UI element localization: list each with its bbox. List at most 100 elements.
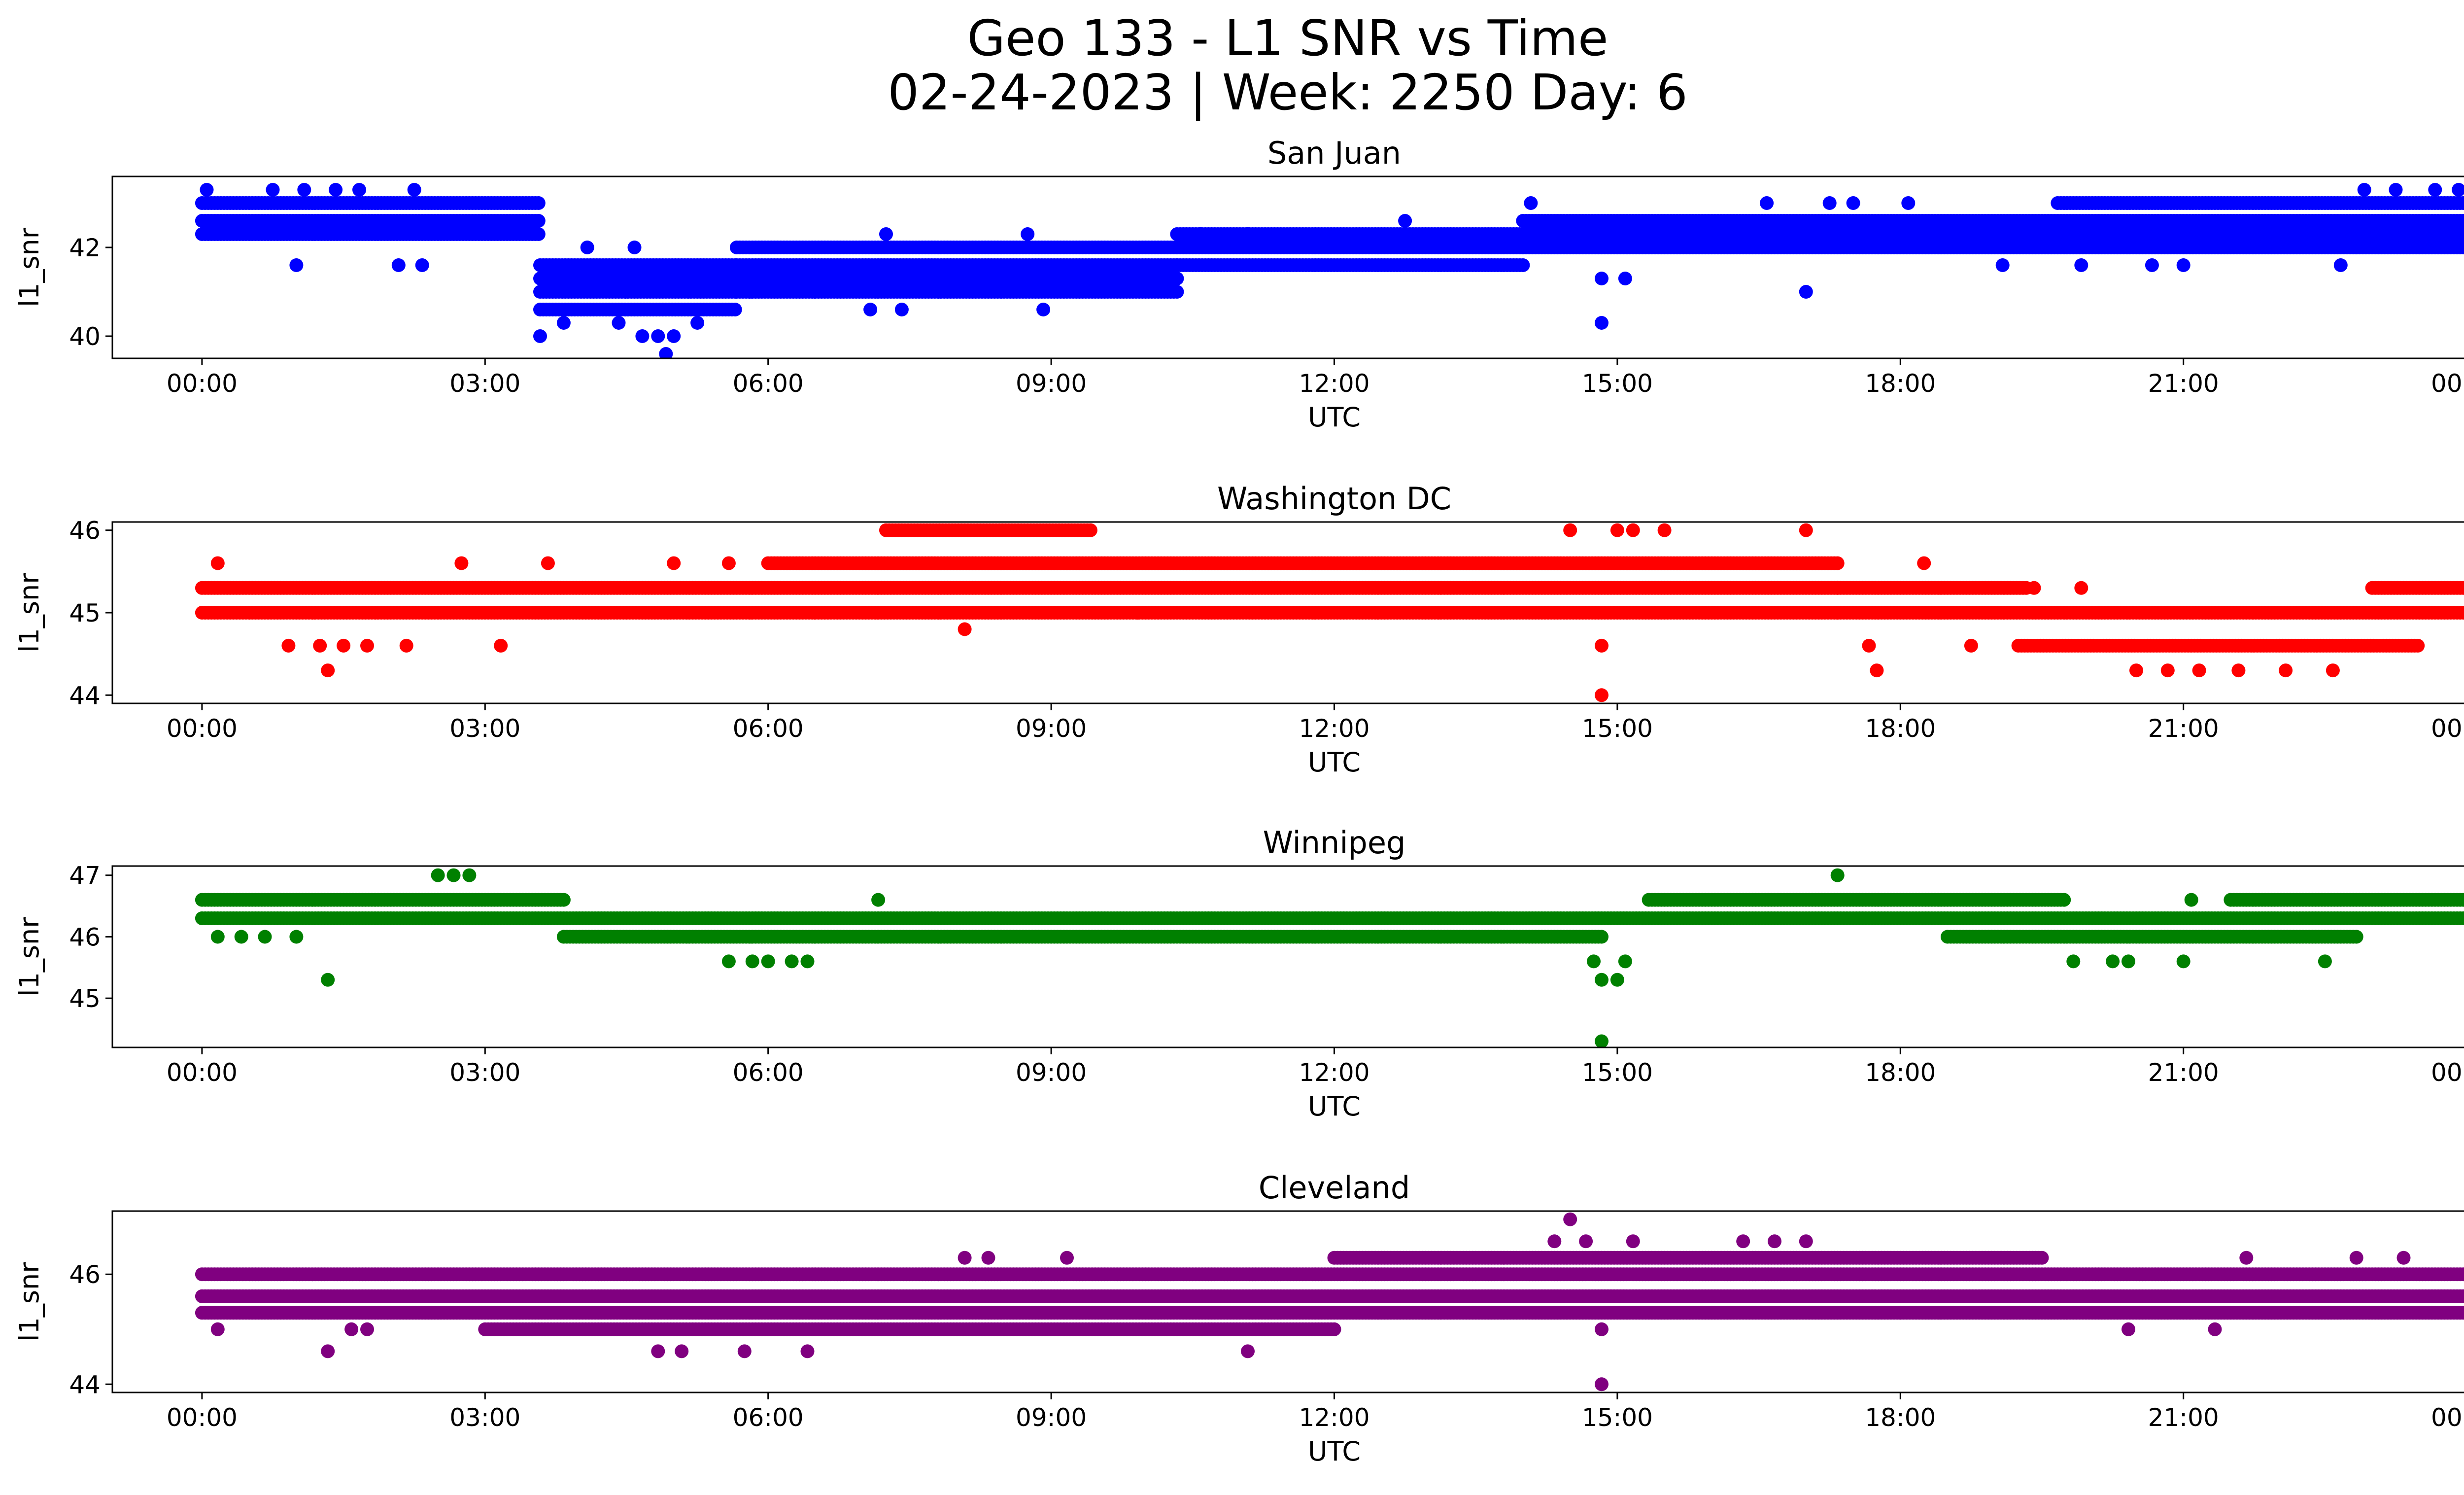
data-point [1130, 606, 1145, 620]
data-point [2389, 183, 2403, 197]
data-point [1995, 258, 2010, 272]
data-point [2027, 581, 2041, 595]
data-point [313, 638, 327, 653]
data-point [2074, 581, 2088, 595]
data-point [289, 258, 304, 272]
x-axis-label: UTC [1308, 747, 1361, 778]
data-point [2176, 258, 2190, 272]
x-tick-label: 21:00 [2148, 714, 2219, 743]
figure-title-line-2: 02-24-2023 | Week: 2250 Day: 6 [888, 64, 1687, 121]
x-tick-label: 06:00 [733, 714, 804, 743]
x-tick-label: 00:00 [2431, 714, 2464, 743]
series-san-juan [195, 183, 2464, 358]
data-point [894, 303, 909, 316]
data-point [690, 316, 705, 330]
data-point [667, 329, 681, 343]
data-point [1170, 285, 1184, 299]
x-axis-label: UTC [1308, 402, 1361, 433]
x-tick-label: 12:00 [1299, 369, 1369, 398]
data-point [494, 638, 508, 653]
data-point [1830, 556, 1845, 570]
data-point [2192, 663, 2206, 678]
data-point [454, 556, 469, 570]
data-point [1862, 638, 1876, 653]
data-point [1595, 316, 1608, 330]
data-point [1901, 196, 1916, 210]
data-point [659, 347, 673, 358]
data-point [1516, 258, 1530, 272]
data-point [2452, 183, 2464, 197]
data-point [1036, 303, 1051, 316]
y-axis-label: l1_snr [14, 573, 45, 653]
subplot-title-san-juan: San Juan [1267, 135, 1401, 171]
data-point [721, 556, 736, 570]
y-tick-label: 44 [69, 681, 101, 710]
data-point [1870, 663, 1884, 678]
data-point [2279, 663, 2293, 678]
data-point [667, 556, 681, 570]
data-point [391, 258, 406, 272]
data-point [556, 316, 571, 330]
x-tick-label: 09:00 [1016, 369, 1087, 398]
x-tick-label: 18:00 [1865, 369, 1936, 398]
data-point [612, 316, 626, 330]
x-tick-label: 00:00 [167, 714, 238, 743]
data-point [2074, 258, 2088, 272]
x-tick-label: 12:00 [1299, 714, 1369, 743]
x-tick-label: 15:00 [1582, 369, 1653, 398]
data-point [531, 196, 546, 210]
data-point [360, 638, 374, 653]
data-point [1760, 196, 1774, 210]
data-point [297, 183, 311, 197]
y-tick-label: 45 [69, 599, 101, 627]
data-point [1194, 227, 1208, 241]
data-point [1610, 523, 1624, 537]
x-tick-label: 15:00 [1582, 714, 1653, 743]
data-point [635, 329, 650, 343]
data-point [1657, 523, 1672, 537]
data-point [352, 183, 366, 197]
data-point [2411, 638, 2425, 653]
data-point [2326, 663, 2340, 678]
data-point [879, 227, 893, 241]
data-point [1799, 285, 1813, 299]
data-point [1021, 227, 1035, 241]
data-point [2129, 663, 2143, 678]
data-point [281, 638, 296, 653]
x-tick-label: 21:00 [2148, 369, 2219, 398]
x-tick-label: 18:00 [1865, 714, 1936, 743]
y-tick-label: 42 [69, 234, 101, 262]
data-point [2428, 183, 2442, 197]
data-point [580, 241, 594, 254]
data-point [1917, 556, 1931, 570]
data-point [1595, 638, 1608, 653]
data-point [531, 214, 546, 228]
x-tick-label: 03:00 [449, 369, 520, 398]
data-point [728, 303, 742, 316]
data-point [2460, 227, 2464, 241]
y-axis-label: l1_snr [14, 227, 45, 307]
data-point [1083, 523, 1097, 537]
y-tick-label: 46 [69, 517, 101, 545]
data-point [2460, 214, 2464, 228]
data-point [863, 303, 878, 316]
data-point [1799, 523, 1813, 537]
data-point [1524, 196, 1538, 210]
data-point [1626, 523, 1640, 537]
y-tick-label: 40 [69, 322, 101, 351]
data-point [627, 241, 642, 254]
data-point [533, 329, 547, 343]
data-point [541, 556, 555, 570]
data-point [2460, 606, 2464, 620]
data-point [200, 183, 214, 197]
data-point [2357, 183, 2371, 197]
data-point [2231, 663, 2246, 678]
data-point [1398, 214, 1412, 228]
x-tick-label: 03:00 [449, 714, 520, 743]
data-point [2460, 241, 2464, 254]
data-point [210, 556, 225, 570]
data-point [1822, 196, 1837, 210]
x-tick-label: 09:00 [1016, 714, 1087, 743]
